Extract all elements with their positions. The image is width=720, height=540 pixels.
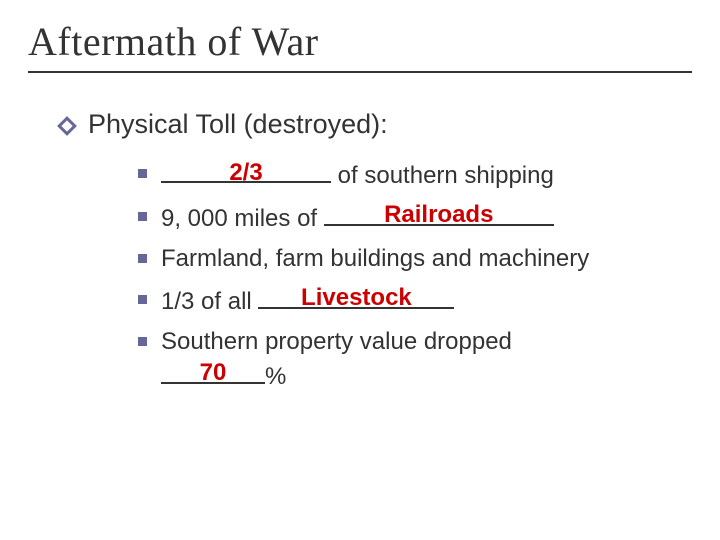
slide: Aftermath of War Physical Toll (destroye…: [0, 0, 720, 540]
blank-answer: Railroads: [324, 199, 554, 231]
diamond-bullet-icon: [57, 116, 77, 136]
list-item: Farmland, farm buildings and machinery: [138, 243, 692, 275]
slide-title: Aftermath of War: [28, 18, 692, 65]
list-item-text: Farmland, farm buildings and machinery: [161, 243, 589, 275]
level1-text: Physical Toll (destroyed):: [88, 109, 388, 140]
square-bullet-icon: [138, 169, 147, 178]
text-pre: 1/3 of all: [161, 288, 258, 315]
blank-answer: 70: [161, 357, 265, 389]
square-bullet-icon: [138, 212, 147, 221]
list-item-text: 9, 000 miles of Railroads: [161, 201, 554, 236]
title-underline: [28, 71, 692, 73]
list-item: Southern property value dropped 70 %: [138, 326, 692, 393]
blank-answer: Livestock: [258, 282, 454, 314]
text-pre: 9, 000 miles of: [161, 205, 324, 232]
list-item-text: 2/3 of southern shipping: [161, 158, 554, 193]
list-item-text: 1/3 of all Livestock: [161, 284, 454, 319]
fill-blank: 2/3: [161, 158, 331, 193]
square-bullet-icon: [138, 337, 147, 346]
list-item-text: Southern property value dropped 70 %: [161, 326, 512, 393]
blank-answer: 2/3: [161, 157, 331, 189]
level2-list: 2/3 of southern shipping 9, 000 miles of…: [138, 158, 692, 393]
square-bullet-icon: [138, 254, 147, 263]
list-item: 2/3 of southern shipping: [138, 158, 692, 193]
fill-blank: Livestock: [258, 284, 454, 319]
list-item: 1/3 of all Livestock: [138, 284, 692, 319]
list-item: 9, 000 miles of Railroads: [138, 201, 692, 236]
fill-blank: Railroads: [324, 201, 554, 236]
fill-blank: 70: [161, 359, 265, 394]
square-bullet-icon: [138, 295, 147, 304]
text-line1: Southern property value dropped: [161, 328, 512, 355]
text-post: %: [265, 363, 286, 390]
text-post: of southern shipping: [331, 162, 554, 189]
level1-item: Physical Toll (destroyed):: [60, 109, 692, 140]
